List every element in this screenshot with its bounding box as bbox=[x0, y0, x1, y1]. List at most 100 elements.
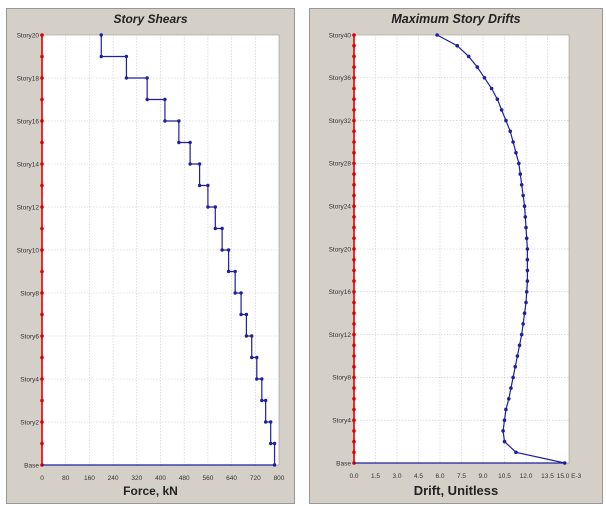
shear-point bbox=[206, 205, 210, 209]
shear-point bbox=[124, 54, 129, 59]
shear-point bbox=[145, 76, 149, 80]
drift-point bbox=[515, 354, 520, 358]
x-tick-label: 12.0 bbox=[520, 473, 533, 480]
shear-point bbox=[197, 162, 202, 166]
plot-area-2: 0.0 1.5 3.0 4.5 6.0 7.5 9.0 10.5 12.0 13.5 15.0 E-… bbox=[329, 32, 582, 480]
base-axis-marker bbox=[40, 183, 44, 188]
x-tick-label: 80 bbox=[62, 475, 70, 482]
y-tick-label: Story14 bbox=[17, 161, 40, 168]
shear-point bbox=[213, 226, 218, 231]
base-axis-marker bbox=[352, 129, 356, 134]
base-axis-marker bbox=[352, 300, 356, 305]
shear-point bbox=[188, 140, 192, 145]
drift-point bbox=[524, 225, 528, 230]
drift-point bbox=[514, 450, 518, 455]
base-axis-marker bbox=[40, 54, 44, 59]
drift-point bbox=[455, 43, 460, 48]
base-axis-marker bbox=[352, 108, 356, 112]
y-tick-label: Story2 bbox=[20, 419, 39, 426]
drift-point bbox=[482, 76, 487, 80]
shear-point bbox=[244, 312, 249, 317]
drift-point bbox=[524, 300, 528, 305]
drift-point bbox=[519, 332, 524, 337]
base-axis-marker bbox=[352, 397, 356, 401]
base-axis-marker bbox=[352, 343, 356, 348]
drift-point bbox=[475, 65, 480, 69]
drift-point bbox=[504, 407, 508, 412]
base-axis-marker bbox=[352, 86, 356, 91]
y-tick-label: Story4 bbox=[332, 418, 351, 425]
drift-point bbox=[489, 86, 494, 91]
y-tick-label: Story24 bbox=[329, 204, 352, 211]
drift-point bbox=[508, 129, 513, 134]
shear-point bbox=[272, 463, 277, 467]
y-tick-label: Story32 bbox=[329, 118, 352, 125]
x-tick-label: 13.5 bbox=[541, 473, 554, 480]
drift-point bbox=[513, 364, 518, 369]
base-axis-marker bbox=[40, 398, 44, 403]
base-axis-marker bbox=[40, 377, 44, 381]
base-axis-marker bbox=[352, 247, 356, 251]
base-axis-marker bbox=[352, 43, 356, 48]
base-axis-marker bbox=[352, 172, 356, 176]
base-axis-marker bbox=[352, 161, 356, 166]
x-tick-label: 560 bbox=[202, 475, 213, 482]
base-axis-marker bbox=[352, 439, 356, 444]
base-axis-marker bbox=[352, 418, 356, 423]
base-axis-marker bbox=[40, 441, 44, 446]
shear-point bbox=[263, 398, 268, 403]
shear-point bbox=[213, 205, 218, 209]
base-axis-marker bbox=[352, 257, 356, 262]
x-tick-label: 7.5 bbox=[457, 473, 466, 480]
y-tick-label: Story28 bbox=[329, 161, 352, 168]
shear-point bbox=[269, 420, 273, 424]
shear-point bbox=[226, 269, 231, 274]
drift-point bbox=[466, 54, 471, 59]
drift-point bbox=[523, 215, 528, 219]
base-axis-marker bbox=[352, 183, 356, 187]
y-tick-label: Story16 bbox=[17, 118, 40, 125]
base-axis-marker bbox=[40, 355, 44, 360]
shear-point bbox=[188, 162, 192, 166]
base-axis-marker bbox=[40, 269, 44, 274]
base-axis-marker bbox=[352, 204, 356, 208]
x-tick-label: 240 bbox=[108, 475, 119, 482]
drift-point bbox=[514, 150, 518, 155]
shear-point bbox=[260, 377, 264, 381]
shear-point bbox=[233, 291, 237, 295]
x-axis-label: Force, kN bbox=[123, 484, 178, 498]
drift-point bbox=[435, 33, 439, 37]
base-axis-marker bbox=[40, 205, 44, 209]
drift-point bbox=[511, 375, 515, 380]
base-axis-marker bbox=[352, 140, 356, 144]
base-axis-marker bbox=[352, 33, 356, 37]
x-tick-label: 10.5 bbox=[498, 473, 511, 480]
shear-point bbox=[239, 291, 243, 295]
y-tick-label: Story20 bbox=[329, 246, 352, 253]
x-tick-label: 640 bbox=[226, 475, 237, 482]
shear-point bbox=[260, 398, 264, 403]
shear-point bbox=[244, 334, 249, 338]
drift-point bbox=[518, 172, 523, 176]
y-tick-label: Story10 bbox=[17, 247, 40, 254]
base-axis-marker bbox=[40, 76, 44, 80]
shear-point bbox=[250, 355, 254, 360]
x-tick-label: 0 bbox=[40, 475, 44, 482]
shear-point bbox=[145, 97, 149, 102]
base-axis-marker bbox=[40, 33, 44, 37]
drift-point bbox=[562, 461, 567, 465]
base-axis-marker bbox=[40, 140, 44, 145]
y-tick-label: Base bbox=[24, 462, 39, 469]
base-axis-marker bbox=[352, 407, 356, 412]
base-axis-marker bbox=[352, 215, 356, 219]
x-tick-label: 1.5 bbox=[371, 473, 380, 480]
base-axis-marker bbox=[352, 236, 356, 241]
y-tick-label: Story6 bbox=[20, 333, 39, 340]
base-axis-marker bbox=[352, 118, 356, 123]
shear-point bbox=[263, 420, 268, 424]
base-axis-marker bbox=[352, 354, 356, 358]
shear-point bbox=[255, 355, 259, 360]
drift-point bbox=[502, 439, 507, 444]
base-axis-marker bbox=[352, 386, 356, 390]
shear-point bbox=[163, 119, 167, 123]
